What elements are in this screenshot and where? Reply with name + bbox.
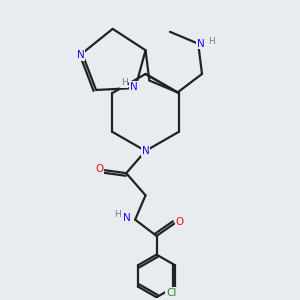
Text: Cl: Cl [166,287,177,298]
Text: N: N [130,82,138,92]
Text: H: H [115,210,121,219]
Text: H: H [121,78,128,87]
Text: N: N [77,50,85,60]
Text: H: H [208,37,215,46]
Text: O: O [176,217,184,227]
Text: O: O [95,164,104,174]
Text: N: N [142,146,149,156]
Text: N: N [123,213,131,223]
Text: N: N [197,39,205,49]
